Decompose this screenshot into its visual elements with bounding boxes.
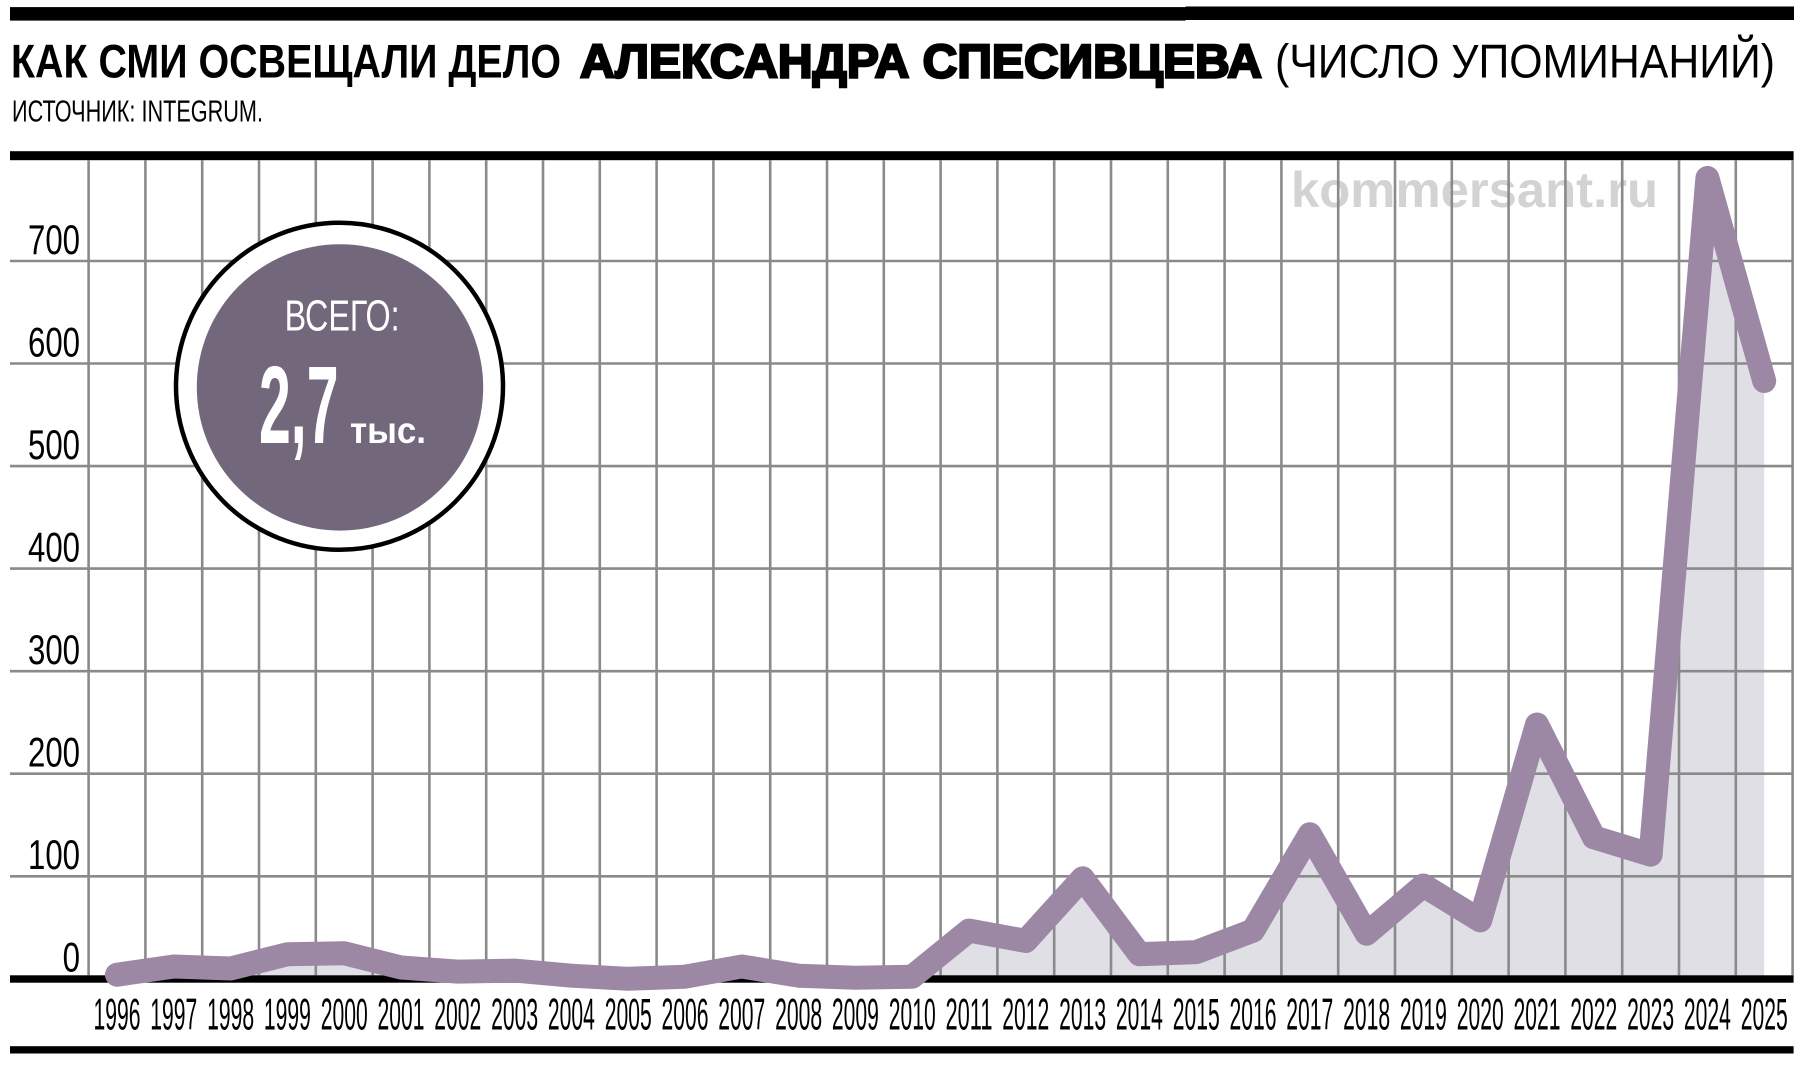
- svg-text:ВСЕГО:: ВСЕГО:: [285, 293, 400, 341]
- svg-text:2016: 2016: [1230, 991, 1277, 1040]
- svg-text:2020: 2020: [1457, 991, 1504, 1040]
- svg-text:2003: 2003: [491, 991, 538, 1040]
- svg-text:ИСТОЧНИК: INTEGRUM.: ИСТОЧНИК: INTEGRUM.: [12, 95, 263, 129]
- svg-text:2014: 2014: [1116, 991, 1163, 1040]
- svg-text:2005: 2005: [605, 991, 652, 1040]
- svg-text:100: 100: [28, 831, 80, 878]
- svg-text:2015: 2015: [1173, 991, 1220, 1040]
- svg-text:2004: 2004: [548, 991, 595, 1040]
- svg-text:600: 600: [28, 318, 80, 365]
- svg-text:2002: 2002: [434, 991, 481, 1040]
- svg-text:300: 300: [28, 626, 80, 673]
- svg-text:2009: 2009: [832, 991, 879, 1040]
- svg-text:2024: 2024: [1684, 991, 1731, 1040]
- svg-text:400: 400: [28, 523, 80, 570]
- svg-text:500: 500: [28, 421, 80, 468]
- svg-text:2025: 2025: [1741, 991, 1788, 1040]
- svg-text:2006: 2006: [662, 991, 709, 1040]
- svg-text:(ЧИСЛО УПОМИНАНИЙ): (ЧИСЛО УПОМИНАНИЙ): [1275, 35, 1775, 88]
- svg-text:2010: 2010: [889, 991, 936, 1040]
- svg-text:АЛЕКСАНДРА СПЕСИВЦЕВА: АЛЕКСАНДРА СПЕСИВЦЕВА: [580, 35, 1262, 88]
- svg-text:2022: 2022: [1570, 991, 1617, 1040]
- svg-text:2007: 2007: [718, 991, 765, 1040]
- svg-text:1996: 1996: [94, 991, 141, 1040]
- svg-text:КАК СМИ ОСВЕЩАЛИ ДЕЛО: КАК СМИ ОСВЕЩАЛИ ДЕЛО: [11, 35, 561, 88]
- svg-text:2000: 2000: [321, 991, 368, 1040]
- svg-text:2012: 2012: [1002, 991, 1049, 1040]
- svg-text:2021: 2021: [1514, 991, 1561, 1040]
- svg-text:2017: 2017: [1286, 991, 1333, 1040]
- svg-text:2008: 2008: [775, 991, 822, 1040]
- svg-text:2001: 2001: [378, 991, 425, 1040]
- svg-text:тыс.: тыс.: [350, 410, 426, 451]
- svg-text:kommersant.ru: kommersant.ru: [1291, 162, 1658, 218]
- svg-text:1997: 1997: [150, 991, 197, 1040]
- svg-text:2011: 2011: [946, 991, 993, 1040]
- svg-text:0: 0: [63, 934, 80, 981]
- svg-text:1999: 1999: [264, 991, 311, 1040]
- svg-text:2018: 2018: [1343, 991, 1390, 1040]
- svg-text:2019: 2019: [1400, 991, 1447, 1040]
- svg-text:2023: 2023: [1627, 991, 1674, 1040]
- svg-text:1998: 1998: [207, 991, 254, 1040]
- svg-text:200: 200: [28, 729, 80, 776]
- svg-text:2013: 2013: [1059, 991, 1106, 1040]
- svg-text:2,7: 2,7: [259, 344, 339, 467]
- svg-text:700: 700: [28, 216, 80, 263]
